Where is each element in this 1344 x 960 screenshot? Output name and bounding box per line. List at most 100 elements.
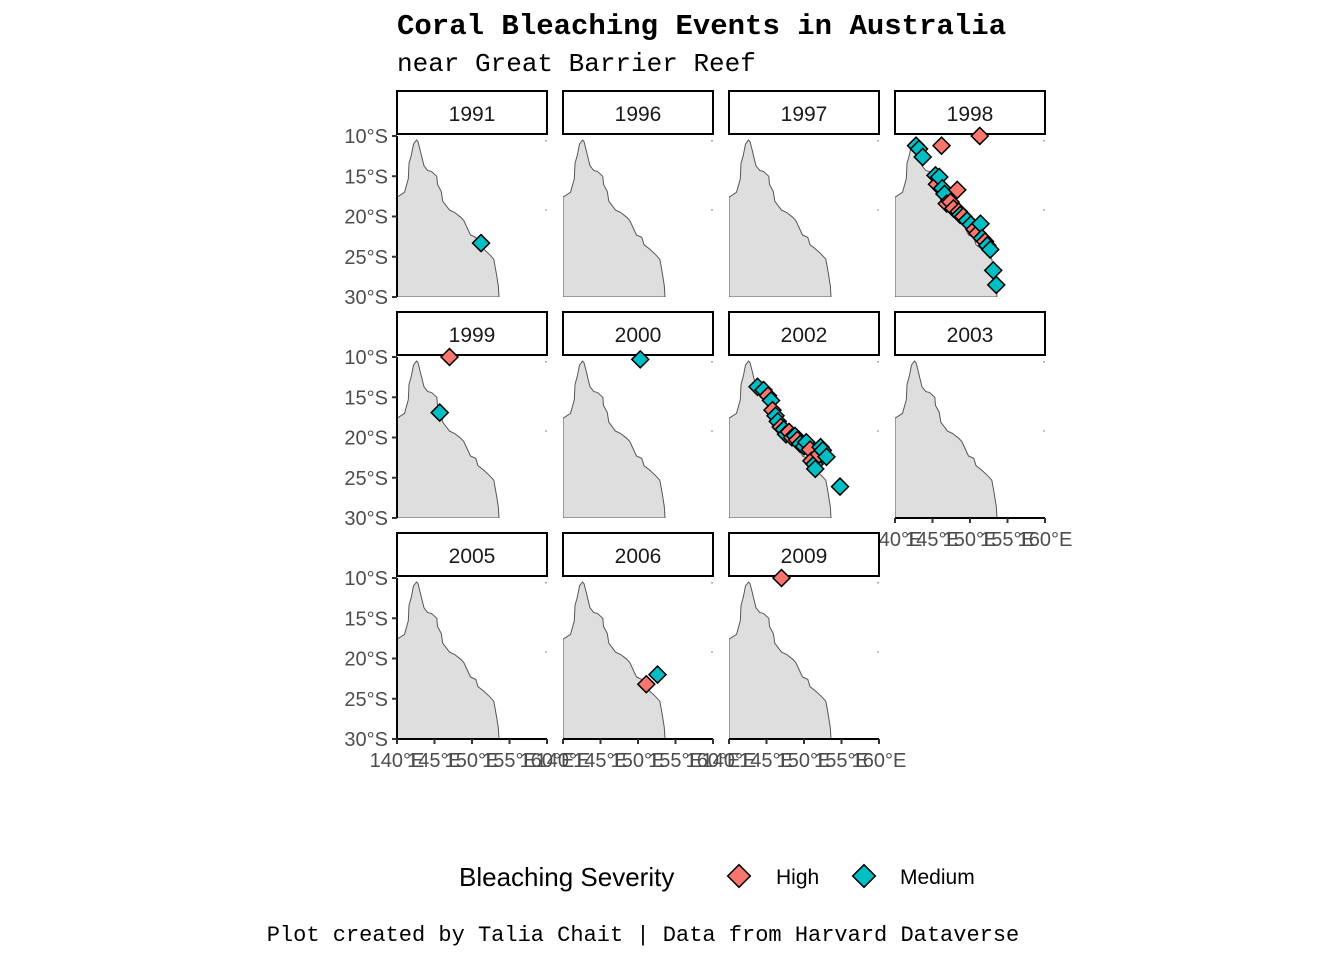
y-tick-label: 15°S	[344, 166, 388, 188]
facet-strip-label: 1991	[449, 103, 496, 126]
y-tick-label: 10°S	[344, 568, 388, 590]
facet-strip-label: 2002	[781, 324, 828, 347]
legend-key-high: High	[726, 863, 819, 889]
facet-strip-label: 1999	[449, 324, 496, 347]
facet-strip	[396, 532, 548, 577]
facet-strip	[562, 532, 714, 577]
island-dot	[545, 582, 547, 584]
x-tick-label: 140°E	[868, 529, 923, 551]
x-tick-label: 145°E	[573, 750, 628, 772]
y-tick-label: 15°S	[344, 387, 388, 409]
y-tick-label: 25°S	[344, 689, 388, 711]
facet-strip	[728, 311, 880, 356]
legend-high-swatch	[726, 863, 752, 889]
x-tick-label: 155°E	[482, 750, 537, 772]
y-tick-label: 20°S	[344, 649, 388, 671]
island-dot	[711, 209, 713, 211]
island-dot	[711, 582, 713, 584]
land-shape	[729, 139, 832, 297]
x-tick-label: 150°E	[445, 750, 500, 772]
island-dot	[711, 430, 713, 432]
data-point-high	[439, 347, 460, 367]
legend-key-medium: Medium	[851, 863, 975, 889]
island-dot	[1043, 430, 1045, 432]
island-dot	[1043, 209, 1045, 211]
island-dot	[545, 430, 547, 432]
legend-medium-label: Medium	[900, 866, 975, 889]
facet-strip	[728, 90, 880, 135]
facet-panel: 2002	[728, 311, 880, 518]
x-tick-label: 150°E	[777, 750, 832, 772]
legend-high-label: High	[776, 866, 819, 889]
data-point-high	[947, 180, 967, 200]
y-tick-label: 10°S	[344, 347, 388, 369]
facet-panel: 1997	[728, 90, 880, 297]
data-point-medium	[986, 275, 1006, 295]
data-point-medium	[647, 665, 668, 685]
y-tick-label: 30°S	[344, 729, 388, 751]
facet-strip-label: 1998	[947, 103, 994, 126]
land-shape	[895, 360, 998, 518]
island-dot	[545, 651, 547, 653]
x-tick-label: 145°E	[407, 750, 462, 772]
island-dot	[711, 361, 713, 363]
island-dot	[877, 209, 879, 211]
land-shape	[397, 139, 500, 297]
facet-strip	[562, 311, 714, 356]
data-point-medium	[430, 403, 450, 423]
island-dot	[545, 140, 547, 142]
facet-panels: 1991 10°S 15°S 20°S 25°S 30°S 1996 1997 1998 1999…	[344, 90, 1073, 772]
y-tick-label: 15°S	[344, 608, 388, 630]
island-dot	[545, 361, 547, 363]
y-tick-label: 20°S	[344, 207, 388, 229]
facet-strip-label: 2000	[615, 324, 662, 347]
x-tick-label: 160°E	[520, 750, 575, 772]
facet-strip	[894, 311, 1046, 356]
facet-strip-label: 2009	[781, 545, 828, 568]
facet-strip	[728, 532, 880, 577]
x-tick-label: 155°E	[980, 529, 1035, 551]
facet-strip-label: 1997	[781, 103, 828, 126]
data-point-high	[771, 568, 792, 588]
island-dot	[711, 140, 713, 142]
facet-panel: 2000	[562, 311, 714, 518]
land-shape	[397, 360, 500, 518]
facet-strip	[396, 90, 548, 135]
island-dot	[877, 430, 879, 432]
legend-title: Bleaching Severity	[459, 862, 674, 892]
facet-panel: 1991 10°S 15°S 20°S 25°S 30°S	[344, 90, 548, 309]
legend-medium-swatch	[851, 863, 877, 889]
island-dot	[877, 651, 879, 653]
x-tick-label: 145°E	[739, 750, 794, 772]
land-shape	[729, 581, 832, 739]
land-shape	[563, 581, 666, 739]
x-tick-label: 160°E	[686, 750, 741, 772]
data-point-medium	[980, 239, 1000, 260]
chart-subtitle: near Great Barrier Reef	[397, 49, 756, 79]
y-tick-label: 30°S	[344, 508, 388, 530]
y-tick-label: 20°S	[344, 428, 388, 450]
facet-panel: 1998	[894, 90, 1046, 297]
x-tick-label: 155°E	[648, 750, 703, 772]
island-dot	[1043, 361, 1045, 363]
legend: Bleaching Severity High Medium	[459, 862, 975, 892]
data-point-medium	[970, 214, 991, 234]
facet-strip-label: 2006	[615, 545, 662, 568]
x-tick-label: 140°E	[702, 750, 757, 772]
facet-panel: 1996	[562, 90, 714, 297]
land-shape	[563, 139, 666, 297]
data-point-medium	[471, 233, 491, 253]
x-tick-label: 145°E	[905, 529, 960, 551]
data-point-medium	[816, 447, 837, 467]
y-tick-label: 25°S	[344, 247, 388, 269]
data-point-medium	[983, 260, 1003, 280]
facet-strip-label: 2003	[947, 324, 994, 347]
x-tick-label: 150°E	[611, 750, 666, 772]
island-dot	[877, 582, 879, 584]
x-tick-label: 160°E	[1018, 529, 1073, 551]
land-shape	[563, 360, 666, 518]
y-tick-label: 30°S	[344, 287, 388, 309]
